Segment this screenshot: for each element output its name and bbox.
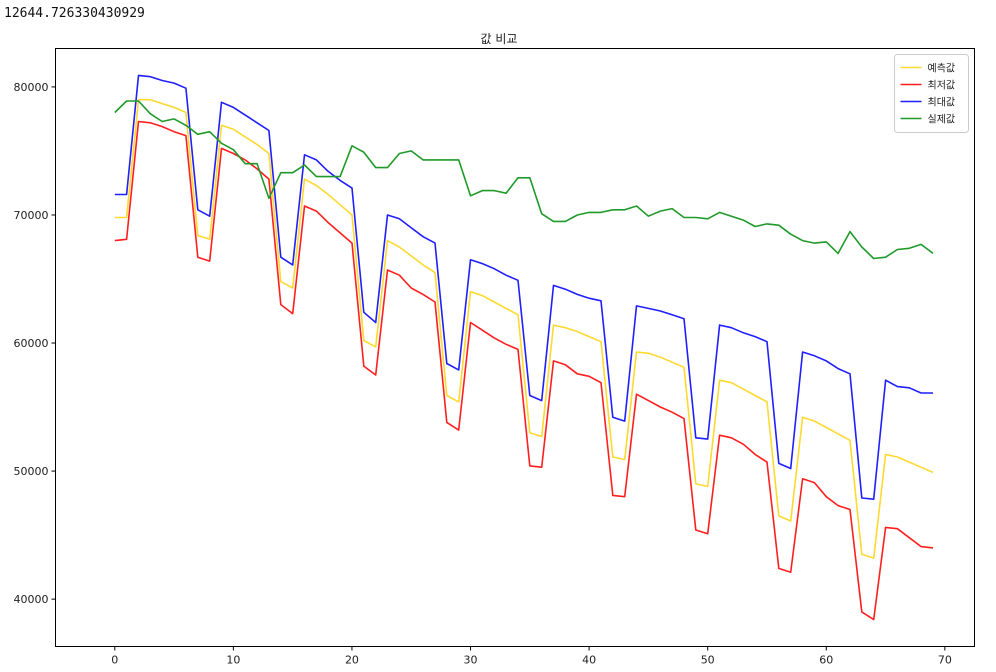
legend-box — [894, 54, 969, 133]
legend-label: 예측값 — [928, 63, 956, 75]
x-tick-label: 40 — [582, 654, 596, 667]
series-line-4 — [114, 100, 934, 260]
x-tick-label: 70 — [938, 654, 952, 667]
printed-output: 12644.726330430929 — [4, 6, 145, 21]
y-axis: 40000 50000 60000 70000 80000 — [14, 81, 56, 606]
plot-frame — [55, 48, 975, 647]
chart-title: 값 비교 — [481, 32, 518, 46]
x-tick-label: 0 — [111, 654, 118, 667]
series-line-3 — [114, 74, 933, 501]
x-tick-label: 20 — [345, 654, 359, 667]
series-line-1 — [114, 98, 934, 559]
legend-label: 최저값 — [928, 80, 956, 92]
x-axis: 0 10 20 30 40 50 60 70 — [111, 646, 952, 667]
y-tick-label: 70000 — [14, 209, 49, 222]
legend-label: 실제값 — [928, 114, 956, 126]
series-group — [114, 74, 934, 621]
legend-label: 최대값 — [928, 97, 956, 109]
y-tick-label: 40000 — [14, 593, 49, 606]
y-tick-label: 80000 — [14, 81, 49, 94]
x-tick-label: 30 — [464, 654, 478, 667]
y-tick-label: 60000 — [14, 337, 49, 350]
x-tick-label: 50 — [701, 654, 715, 667]
x-tick-label: 60 — [819, 654, 833, 667]
x-tick-label: 10 — [226, 654, 240, 667]
y-tick-label: 50000 — [14, 465, 49, 478]
